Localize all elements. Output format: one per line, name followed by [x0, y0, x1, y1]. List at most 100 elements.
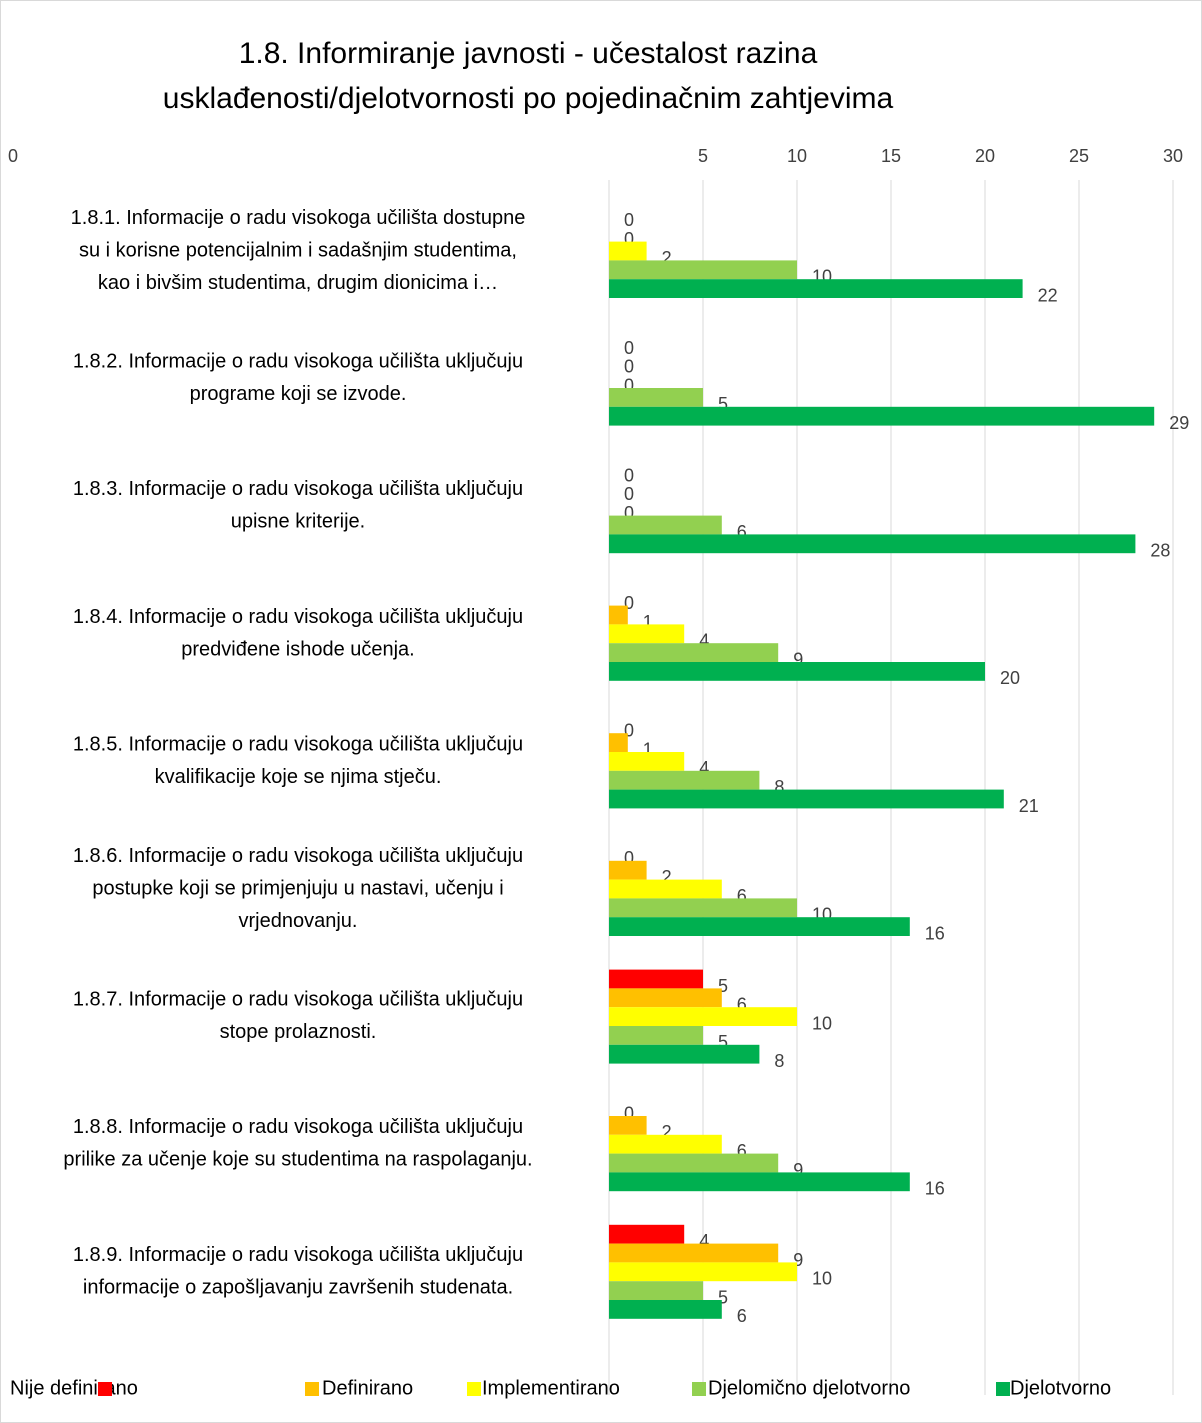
bar — [609, 898, 797, 918]
legend-swatch — [305, 1382, 319, 1396]
category-label: 1.8.6. Informacije o radu visokoga učili… — [73, 845, 523, 867]
category-label: 1.8.9. Informacije o radu visokoga učili… — [73, 1244, 523, 1266]
data-label: 2 — [662, 248, 672, 268]
data-label: 8 — [774, 1051, 784, 1071]
data-label: 5 — [718, 1287, 728, 1307]
data-label: 16 — [925, 923, 945, 943]
data-label: 5 — [718, 1032, 728, 1052]
data-label: 0 — [624, 357, 634, 377]
bar — [609, 733, 628, 752]
bar — [609, 662, 985, 681]
category-label: 1.8.8. Informacije o radu visokoga učili… — [73, 1116, 523, 1138]
bar — [609, 624, 685, 644]
data-label: 5 — [718, 976, 728, 996]
bar — [609, 605, 628, 625]
bar — [609, 969, 703, 989]
bar — [609, 1243, 779, 1263]
data-label: 21 — [1019, 796, 1039, 816]
bar — [609, 406, 1155, 426]
bar — [609, 1153, 779, 1173]
bar — [609, 643, 779, 662]
data-label: 9 — [793, 1160, 803, 1180]
category-label: 1.8.1. Informacije o radu visokoga učili… — [71, 207, 526, 229]
category-label: 1.8.2. Informacije o radu visokoga učili… — [73, 351, 523, 373]
legend-swatch — [467, 1382, 481, 1396]
data-label: 20 — [1000, 668, 1020, 688]
data-label: 1 — [643, 612, 653, 632]
data-label: 0 — [624, 848, 634, 868]
data-label: 0 — [624, 1103, 634, 1123]
x-tick-label: 0 — [8, 146, 18, 166]
data-label: 0 — [624, 503, 634, 523]
data-label: 6 — [737, 522, 747, 542]
chart-title: 1.8. Informiranje javnosti - učestalost … — [239, 37, 818, 70]
category-label: 1.8.4. Informacije o radu visokoga učili… — [73, 606, 523, 628]
category-label: 1.8.3. Informacije o radu visokoga učili… — [73, 478, 523, 500]
data-label: 16 — [925, 1179, 945, 1199]
legend-swatch — [692, 1382, 706, 1396]
bar — [609, 279, 1023, 298]
x-tick-label: 20 — [975, 146, 995, 166]
data-label: 0 — [624, 484, 634, 504]
bar — [609, 1281, 703, 1300]
data-label: 6 — [737, 995, 747, 1015]
x-tick-label: 5 — [698, 146, 708, 166]
bar — [609, 917, 910, 936]
legend-swatch — [98, 1382, 112, 1396]
data-label: 28 — [1150, 541, 1170, 561]
data-label: 8 — [774, 777, 784, 797]
x-tick-label: 15 — [881, 146, 901, 166]
bar — [609, 1172, 910, 1192]
category-label: vrjednovanju. — [239, 910, 358, 932]
bar — [609, 1300, 722, 1319]
chart-title: usklađenosti/djelotvornosti po pojedinač… — [163, 82, 894, 115]
data-label: 0 — [624, 465, 634, 485]
bar — [609, 260, 797, 280]
bar — [609, 988, 722, 1008]
legend-label: Implementirano — [482, 1377, 620, 1399]
legend-label: Djelomično djelotvorno — [708, 1377, 910, 1399]
data-label: 0 — [624, 593, 634, 613]
data-label: 6 — [737, 886, 747, 906]
bar — [609, 789, 1004, 809]
category-label: predviđene ishode učenja. — [181, 638, 415, 660]
bar — [609, 388, 703, 407]
bar — [609, 1044, 760, 1064]
data-label: 9 — [793, 649, 803, 669]
data-label: 2 — [662, 1122, 672, 1142]
category-label: 1.8.5. Informacije o radu visokoga učili… — [73, 733, 523, 755]
data-label: 10 — [812, 1269, 832, 1289]
category-label: kao i bivšim studentima, drugim dionicim… — [98, 272, 498, 294]
data-label: 6 — [737, 1306, 747, 1326]
x-tick-label: 25 — [1069, 146, 1089, 166]
data-label: 4 — [699, 1231, 709, 1251]
bar — [609, 770, 760, 790]
data-label: 6 — [737, 1141, 747, 1161]
data-label: 0 — [624, 338, 634, 358]
category-label: kvalifikacije koje se njima stječu. — [155, 766, 442, 788]
data-label: 10 — [812, 1013, 832, 1033]
x-tick-label: 10 — [787, 146, 807, 166]
bar — [609, 1262, 797, 1282]
bar — [609, 879, 722, 899]
data-label: 0 — [624, 721, 634, 741]
legend-label: Nije definirano — [10, 1377, 138, 1399]
category-label: programe koji se izvode. — [190, 383, 407, 405]
bar — [609, 1007, 797, 1026]
legend-label: Djelotvorno — [1010, 1377, 1111, 1399]
bar — [609, 1134, 722, 1154]
bar — [609, 534, 1136, 554]
data-label: 22 — [1038, 285, 1058, 305]
legend-swatch — [996, 1382, 1010, 1396]
data-label: 5 — [718, 394, 728, 414]
category-label: su i korisne potencijalnim i sadašnjim s… — [79, 239, 517, 261]
data-label: 4 — [699, 631, 709, 651]
data-label: 2 — [662, 867, 672, 887]
data-label: 4 — [699, 758, 709, 778]
data-label: 9 — [793, 1250, 803, 1270]
bar — [609, 860, 647, 880]
bar — [609, 515, 722, 535]
category-label: stope prolaznosti. — [220, 1021, 377, 1043]
